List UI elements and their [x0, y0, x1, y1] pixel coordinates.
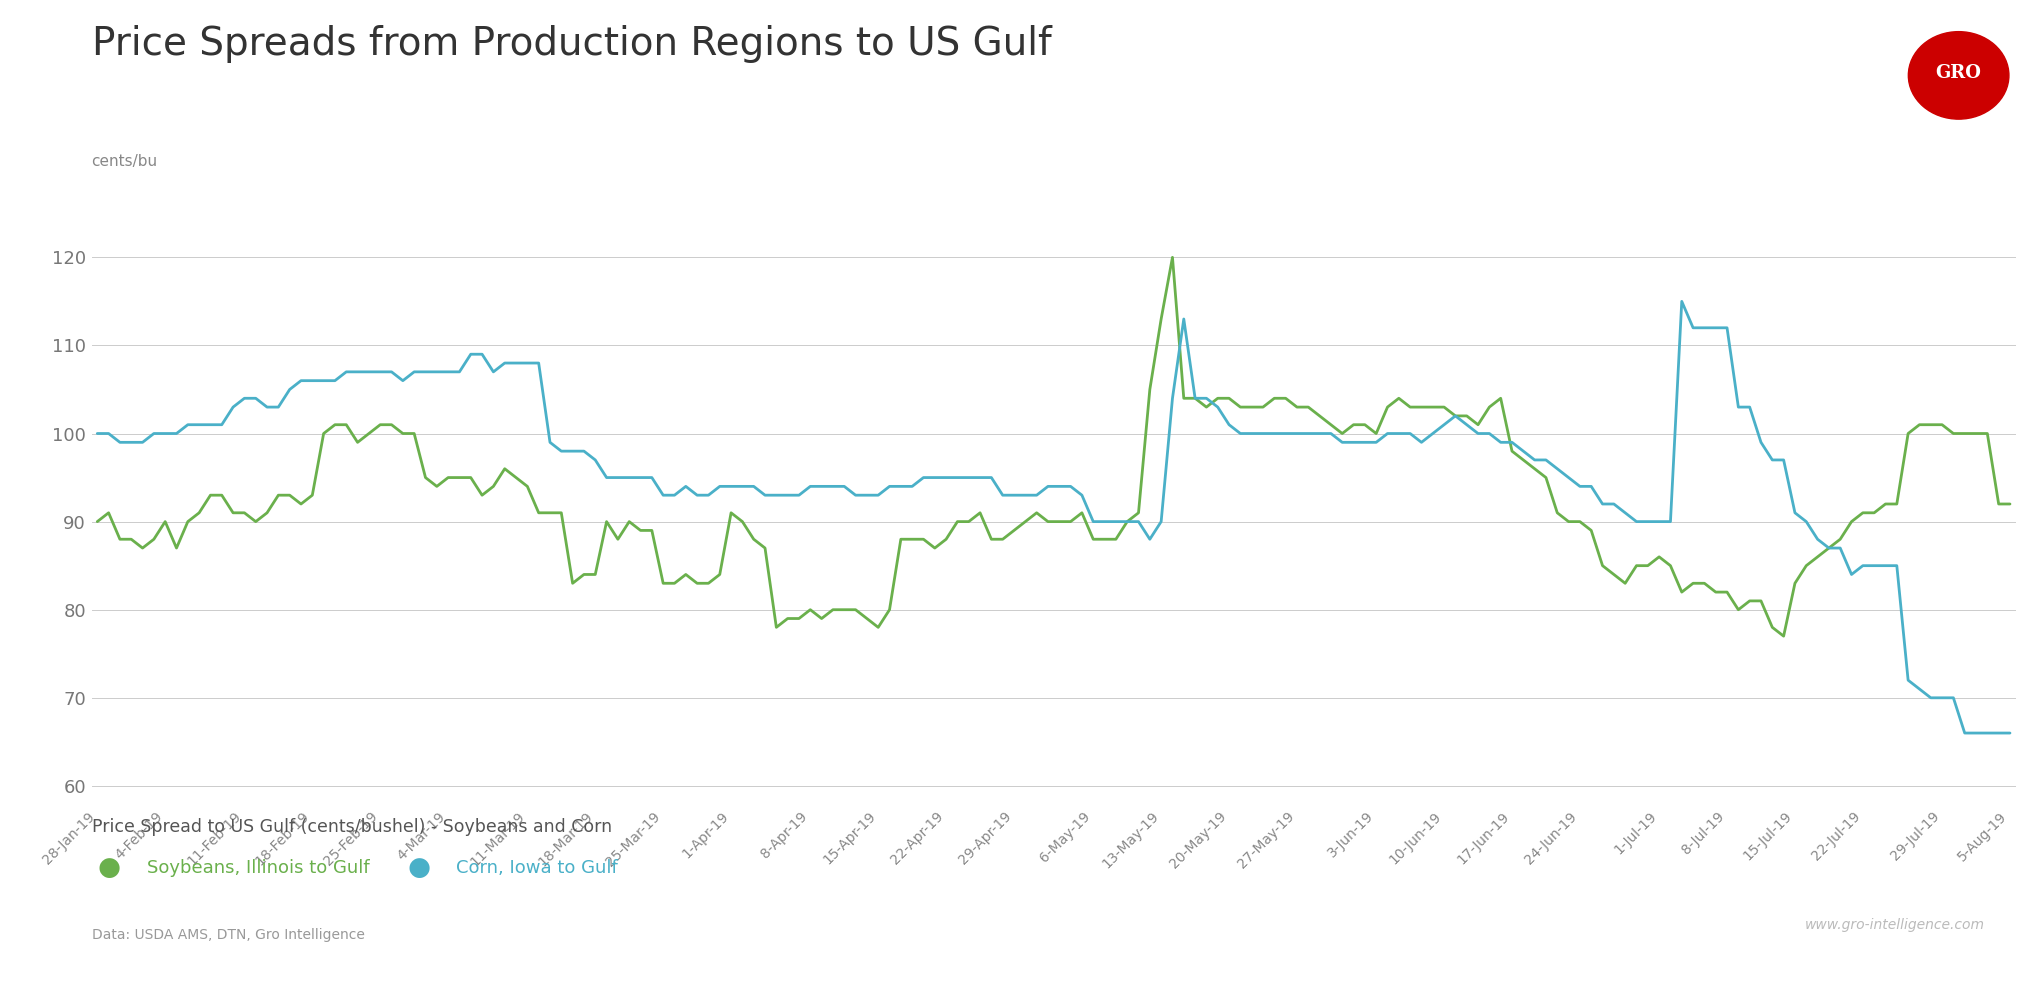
Text: cents/bu: cents/bu: [92, 154, 157, 169]
Text: ●: ●: [407, 855, 430, 881]
Text: Price Spread to US Gulf (cents/bushel) - Soybeans and Corn: Price Spread to US Gulf (cents/bushel) -…: [92, 818, 611, 836]
Text: Price Spreads from Production Regions to US Gulf: Price Spreads from Production Regions to…: [92, 25, 1051, 62]
Ellipse shape: [1908, 32, 2010, 119]
Text: www.gro-intelligence.com: www.gro-intelligence.com: [1806, 918, 1985, 931]
Text: Data: USDA AMS, DTN, Gro Intelligence: Data: USDA AMS, DTN, Gro Intelligence: [92, 928, 364, 941]
Text: Soybeans, Illinois to Gulf: Soybeans, Illinois to Gulf: [147, 859, 369, 877]
Text: Corn, Iowa to Gulf: Corn, Iowa to Gulf: [456, 859, 617, 877]
Text: GRO: GRO: [1936, 64, 1981, 82]
Text: ●: ●: [98, 855, 120, 881]
